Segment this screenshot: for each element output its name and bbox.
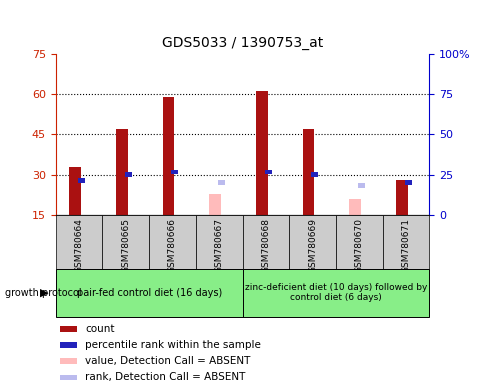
Bar <box>60 326 77 332</box>
Bar <box>348 199 360 215</box>
Bar <box>242 269 428 317</box>
Bar <box>56 215 102 269</box>
Text: rank, Detection Call = ABSENT: rank, Detection Call = ABSENT <box>85 372 245 382</box>
Bar <box>149 215 196 269</box>
Bar <box>335 215 382 269</box>
Bar <box>242 215 288 269</box>
Bar <box>357 183 364 188</box>
Text: GSM780671: GSM780671 <box>401 218 409 273</box>
Text: growth protocol: growth protocol <box>5 288 81 298</box>
Text: GSM780664: GSM780664 <box>75 218 83 273</box>
Bar <box>60 359 77 364</box>
Text: ▶: ▶ <box>40 288 48 298</box>
Bar <box>60 375 77 380</box>
Bar <box>69 167 81 215</box>
Bar <box>264 170 271 174</box>
Text: GSM780670: GSM780670 <box>354 218 363 273</box>
Text: pair-fed control diet (16 days): pair-fed control diet (16 days) <box>76 288 221 298</box>
Text: zinc-deficient diet (10 days) followed by
control diet (6 days): zinc-deficient diet (10 days) followed b… <box>244 283 426 303</box>
Bar <box>102 215 149 269</box>
Bar <box>395 180 407 215</box>
Bar <box>78 178 85 182</box>
Bar <box>404 180 411 185</box>
Text: GSM780666: GSM780666 <box>167 218 177 273</box>
Bar <box>162 97 174 215</box>
Bar <box>56 269 242 317</box>
Text: value, Detection Call = ABSENT: value, Detection Call = ABSENT <box>85 356 250 366</box>
Bar <box>311 172 318 177</box>
Bar <box>124 172 132 177</box>
Bar <box>209 194 220 215</box>
Text: percentile rank within the sample: percentile rank within the sample <box>85 340 260 350</box>
Text: GSM780668: GSM780668 <box>261 218 270 273</box>
Bar <box>60 343 77 348</box>
Text: GSM780665: GSM780665 <box>121 218 130 273</box>
Bar <box>116 129 127 215</box>
Text: GSM780669: GSM780669 <box>307 218 317 273</box>
Bar <box>288 215 335 269</box>
Bar <box>302 129 314 215</box>
Bar <box>196 215 242 269</box>
Bar <box>218 180 225 185</box>
Bar <box>256 91 267 215</box>
Text: count: count <box>85 324 114 334</box>
Title: GDS5033 / 1390753_at: GDS5033 / 1390753_at <box>162 36 322 50</box>
Bar <box>382 215 428 269</box>
Text: GSM780667: GSM780667 <box>214 218 223 273</box>
Bar <box>171 170 178 174</box>
